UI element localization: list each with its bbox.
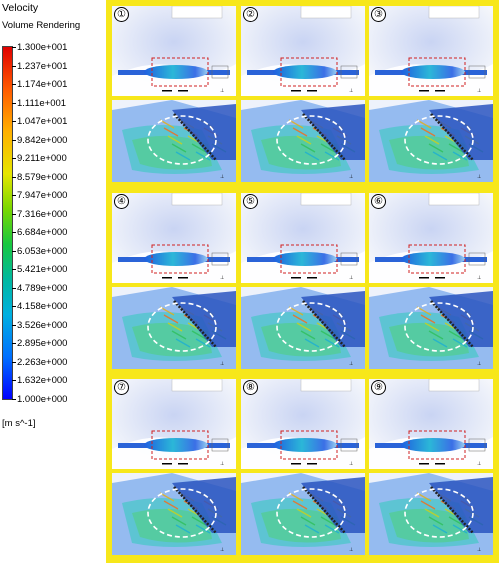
panel-3-side-view: ⊥ ③ bbox=[369, 6, 493, 96]
svg-text:⊥: ⊥ bbox=[220, 361, 224, 367]
panel-8-zoom-view: ⊥ bbox=[241, 473, 365, 555]
svg-text:⊥: ⊥ bbox=[349, 88, 353, 94]
legend-tick-mark bbox=[12, 250, 16, 252]
legend-tick-mark bbox=[12, 176, 16, 178]
legend-tick-mark bbox=[12, 343, 16, 345]
legend-tick-mark bbox=[12, 158, 16, 160]
panel-number-badge: ⑤ bbox=[243, 194, 258, 209]
panel-number-badge: ⑥ bbox=[371, 194, 386, 209]
panel-number-badge: ③ bbox=[371, 7, 386, 22]
svg-text:⊥: ⊥ bbox=[349, 361, 353, 367]
panel-number-badge: ① bbox=[114, 7, 129, 22]
legend-tick-label: 9.211e+000 bbox=[17, 153, 67, 165]
svg-text:⊥: ⊥ bbox=[477, 461, 481, 467]
legend-tick-mark bbox=[12, 287, 16, 289]
legend-tick-mark bbox=[12, 213, 16, 215]
legend-title: Velocity bbox=[2, 2, 39, 14]
legend-tick-label: 1.632e+000 bbox=[17, 375, 68, 387]
panel-6-zoom-view: ⊥ bbox=[369, 287, 493, 369]
panel-2-zoom-view: ⊥ bbox=[241, 100, 365, 182]
panel-5-zoom-view: ⊥ bbox=[241, 287, 365, 369]
legend-tick-mark bbox=[12, 269, 16, 271]
panel-number-badge: ⑨ bbox=[371, 380, 386, 395]
panel-4-zoom-view: ⊥ bbox=[112, 287, 236, 369]
svg-text:⊥: ⊥ bbox=[349, 174, 353, 180]
color-bar bbox=[2, 46, 13, 400]
svg-text:⊥: ⊥ bbox=[349, 547, 353, 553]
legend-tick-label: 2.895e+000 bbox=[17, 338, 68, 350]
panel-2-side-view: ⊥ ② bbox=[241, 6, 365, 96]
legend-tick-mark bbox=[12, 139, 16, 141]
panel-number-badge: ④ bbox=[114, 194, 129, 209]
legend-tick-label: 1.300e+001 bbox=[17, 42, 68, 53]
svg-text:⊥: ⊥ bbox=[220, 547, 224, 553]
legend-tick-mark bbox=[12, 361, 16, 363]
svg-text:⊥: ⊥ bbox=[477, 174, 481, 180]
svg-text:⊥: ⊥ bbox=[220, 174, 224, 180]
legend-tick-mark bbox=[12, 195, 16, 197]
legend-tick-mark bbox=[12, 47, 16, 48]
panel-number-badge: ⑧ bbox=[243, 380, 258, 395]
svg-text:⊥: ⊥ bbox=[220, 275, 224, 281]
legend-tick-label: 4.789e+000 bbox=[17, 282, 68, 294]
legend-tick-label: 7.947e+000 bbox=[17, 190, 68, 202]
legend-tick-label: 5.421e+000 bbox=[17, 264, 68, 276]
legend-subtitle: Volume Rendering bbox=[2, 20, 81, 31]
legend-tick-label: 8.579e+000 bbox=[17, 171, 68, 183]
legend-tick-label: 1.111e+001 bbox=[17, 97, 67, 109]
panel-6-side-view: ⊥ ⑥ bbox=[369, 193, 493, 283]
panel-7-side-view: ⊥ ⑦ bbox=[112, 379, 236, 469]
legend-tick-mark bbox=[12, 399, 16, 400]
legend-tick-mark bbox=[12, 380, 16, 382]
legend-tick-label: 2.263e+000 bbox=[17, 356, 68, 368]
panel-4-side-view: ⊥ ④ bbox=[112, 193, 236, 283]
legend-tick-label: 4.158e+000 bbox=[17, 301, 68, 313]
legend-tick-label: 1.000e+000 bbox=[17, 394, 68, 405]
legend-tick-label: 7.316e+000 bbox=[17, 208, 68, 220]
legend-tick-mark bbox=[12, 306, 16, 308]
svg-text:⊥: ⊥ bbox=[349, 275, 353, 281]
velocity-legend: Velocity Volume Rendering 1.300e+001 1.23… bbox=[0, 0, 104, 440]
legend-tick-label: 1.174e+001 bbox=[17, 79, 68, 91]
legend-tick-label: 1.047e+001 bbox=[17, 116, 68, 128]
svg-text:⊥: ⊥ bbox=[477, 361, 481, 367]
legend-tick-label: 6.684e+000 bbox=[17, 227, 68, 239]
panel-number-badge: ② bbox=[243, 7, 258, 22]
legend-tick-mark bbox=[12, 65, 16, 67]
panel-3-zoom-view: ⊥ bbox=[369, 100, 493, 182]
panel-9-side-view: ⊥ ⑨ bbox=[369, 379, 493, 469]
svg-text:⊥: ⊥ bbox=[220, 88, 224, 94]
legend-tick-mark bbox=[12, 324, 16, 326]
svg-text:⊥: ⊥ bbox=[477, 275, 481, 281]
results-grid: ⊥ ① ⊥ ⊥ ② bbox=[106, 0, 499, 563]
svg-text:⊥: ⊥ bbox=[477, 88, 481, 94]
panel-5-side-view: ⊥ ⑤ bbox=[241, 193, 365, 283]
panel-7-zoom-view: ⊥ bbox=[112, 473, 236, 555]
legend-tick-mark bbox=[12, 102, 16, 104]
panel-8-side-view: ⊥ ⑧ bbox=[241, 379, 365, 469]
legend-tick-label: 1.237e+001 bbox=[17, 60, 68, 72]
legend-tick-label: 6.053e+000 bbox=[17, 245, 68, 257]
legend-tick-label: 3.526e+000 bbox=[17, 319, 68, 331]
legend-tick-label: 9.842e+000 bbox=[17, 134, 68, 146]
svg-text:⊥: ⊥ bbox=[349, 461, 353, 467]
panel-9-zoom-view: ⊥ bbox=[369, 473, 493, 555]
legend-unit: [m s^-1] bbox=[2, 418, 36, 429]
legend-tick-mark bbox=[12, 232, 16, 234]
svg-text:⊥: ⊥ bbox=[220, 461, 224, 467]
panel-1-side-view: ⊥ ① bbox=[112, 6, 236, 96]
legend-tick-mark bbox=[12, 84, 16, 86]
panel-number-badge: ⑦ bbox=[114, 380, 129, 395]
panel-1-zoom-view: ⊥ bbox=[112, 100, 236, 182]
legend-tick-mark bbox=[12, 121, 16, 123]
svg-text:⊥: ⊥ bbox=[477, 547, 481, 553]
